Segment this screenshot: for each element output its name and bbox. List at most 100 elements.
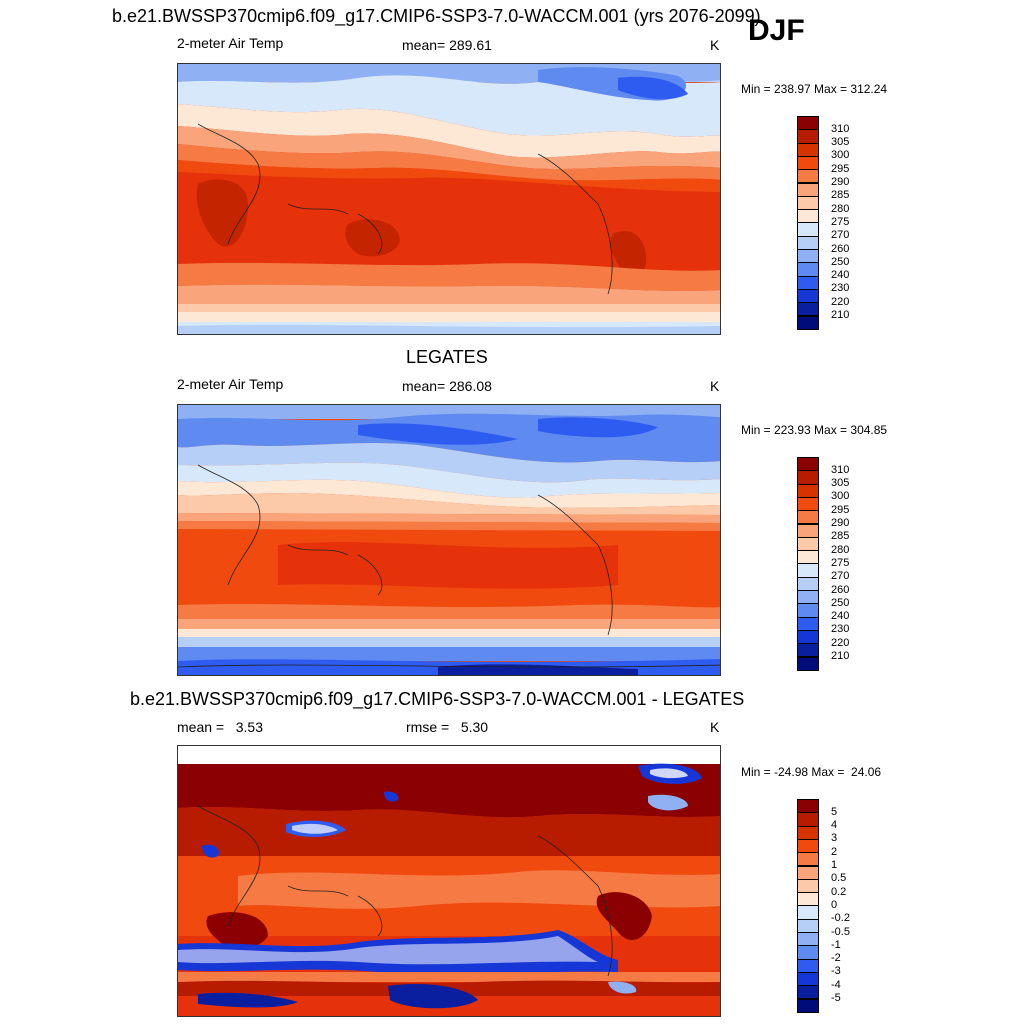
panel1-colorbar-swatch (797, 222, 819, 237)
panel2-colorbar-swatch (797, 483, 819, 498)
panel2-colorbar-tick-label: 250 (831, 596, 850, 609)
panel1-center-label: mean= 289.61 (402, 37, 492, 53)
panel2-colorbar-tick-label: 275 (831, 556, 850, 569)
panel3-colorbar-swatch (797, 825, 819, 840)
panel2-colorbar-swatch (797, 576, 819, 591)
panel2-colorbar-tick-label: 295 (831, 503, 850, 516)
panel1-left-label: 2-meter Air Temp (177, 35, 284, 51)
panel3-colorbar-swatch (797, 865, 819, 880)
panel2-colorbar-tick-label: 280 (831, 543, 850, 556)
panel3-colorbar-swatch (797, 985, 819, 1000)
panel2-colorbar-tick-label: 310 (831, 463, 850, 476)
panel1-colorbar-swatch (797, 182, 819, 197)
panel3-colorbar-tick-label: 0 (831, 898, 838, 911)
panel1-colorbar-tick-label: 260 (831, 242, 850, 255)
panel1-colorbar-swatch (797, 195, 819, 211)
panel1-colorbar-swatch (797, 116, 819, 131)
panel1-colorbar-tick-label: 305 (831, 136, 850, 149)
panel3-colorbar-tick-label: 0.2 (831, 885, 847, 898)
panel1-title: b.e21.BWSSP370cmip6.f09_g17.CMIP6-SSP3-7… (112, 6, 761, 26)
panel3-minmax: Min = -24.98 Max = 24.06 (741, 765, 882, 779)
panel2-colorbar-tick-label: 290 (831, 517, 850, 529)
panel1-colorbar-tick-label: 270 (831, 229, 850, 242)
panel2-colorbar-swatch (797, 603, 819, 618)
panel3-units-label: K (710, 719, 720, 735)
panel2-colorbar-tick-label: 300 (831, 490, 850, 503)
panel3-colorbar-swatch (797, 852, 819, 867)
panel2-colorbar-tick-label: 270 (831, 570, 850, 583)
panel3-colorbar-tick-label: 0.5 (831, 872, 847, 885)
panel3-colorbar-swatch (797, 998, 819, 1013)
panel1-colorbar-swatch (797, 169, 819, 184)
panel1-colorbar-swatch (797, 155, 819, 171)
panel1-colorbar-swatch (797, 302, 819, 317)
panel3-mean-label: mean = 3.53 (177, 719, 264, 735)
panel2-colorbar-swatch (797, 523, 819, 538)
panel2-colorbar-tick-label: 220 (831, 636, 850, 649)
panel1-colorbar-tick-label: 280 (831, 202, 850, 215)
panel2-colorbar-tick-label: 305 (831, 477, 850, 490)
panel3-colorbar-tick-label: 3 (831, 832, 838, 845)
panel3-rmse-label: rmse = 5.30 (406, 719, 489, 735)
panel2-colorbar-tick-label: 260 (831, 583, 850, 596)
panel3-colorbar-swatch (797, 971, 819, 987)
panel3-map-field (178, 746, 720, 1016)
panel1-colorbar-tick-label: 275 (831, 215, 850, 228)
panel1-colorbar-tick-label: 285 (831, 189, 850, 202)
panel2-colorbar-swatch (797, 616, 819, 631)
panel2-map (177, 404, 721, 676)
panel2-colorbar-swatch (797, 563, 819, 578)
panel3-colorbar-swatch (797, 838, 819, 854)
panel3-colorbar-swatch (797, 905, 819, 920)
panel1-colorbar-tick-label: 310 (831, 122, 850, 135)
panel3-colorbar-swatch (797, 932, 819, 947)
panel1-colorbar-tick-label: 295 (831, 162, 850, 175)
panel1-colorbar-tick-label: 220 (831, 295, 850, 308)
panel2-colorbar-swatch (797, 643, 819, 658)
panel2-left-label: 2-meter Air Temp (177, 376, 284, 392)
panel2-colorbar-swatch (797, 470, 819, 485)
panel1-colorbar-tick-label: 230 (831, 282, 850, 295)
panel2-minmax: Min = 223.93 Max = 304.85 (741, 423, 888, 437)
panel2-colorbar-swatch (797, 457, 819, 472)
panel3-colorbar-swatch (797, 799, 819, 814)
panel2-colorbar-tick-label: 230 (831, 623, 850, 636)
panel1-colorbar-swatch (797, 275, 819, 290)
panel3-colorbar-tick-label: -0.5 (831, 925, 850, 938)
panel2-colorbar-swatch (797, 656, 819, 671)
panel1-units-label: K (710, 37, 720, 53)
panel3-colorbar-tick-label: -1 (831, 938, 841, 951)
panel2-colorbar-tick-label: 285 (831, 530, 850, 543)
panel1-colorbar-tick-label: 300 (831, 149, 850, 162)
panel1-colorbar-tick-label: 240 (831, 269, 850, 282)
panel1-minmax: Min = 238.97 Max = 312.24 (741, 82, 888, 96)
panel1-map-field (178, 64, 720, 334)
panel1-colorbar-tick-label: 250 (831, 255, 850, 268)
panel1-colorbar-swatch (797, 288, 819, 304)
panel3-colorbar-swatch (797, 945, 819, 960)
panel1-colorbar-tick-label: 210 (831, 309, 850, 321)
panel1-colorbar-swatch (797, 315, 819, 330)
panel1-colorbar-swatch (797, 142, 819, 157)
panel1-colorbar-swatch (797, 249, 819, 264)
panel3-colorbar-swatch (797, 878, 819, 894)
panel3-title: b.e21.BWSSP370cmip6.f09_g17.CMIP6-SSP3-7… (130, 689, 745, 709)
panel3-colorbar-tick-label: 4 (831, 819, 838, 832)
panel2-map-field (178, 405, 720, 675)
panel2-colorbar-swatch (797, 496, 819, 512)
panel2-colorbar-tick-label: 240 (831, 610, 850, 623)
panel2-colorbar-swatch (797, 550, 819, 565)
panel3-colorbar-tick-label: 1 (831, 859, 838, 871)
panel3-colorbar-tick-label: -2 (831, 952, 841, 965)
panel2-colorbar-swatch (797, 629, 819, 645)
panel3-map (177, 745, 721, 1017)
season-label: DJF (748, 14, 805, 47)
panel3-colorbar-tick-label: -4 (831, 978, 841, 991)
panel2-colorbar-swatch (797, 536, 819, 552)
panel1-colorbar-swatch (797, 209, 819, 224)
panel3-colorbar-swatch (797, 918, 819, 933)
panel1-colorbar-swatch (797, 262, 819, 277)
panel1-map (177, 63, 721, 335)
panel2-units-label: K (710, 378, 720, 394)
panel2-colorbar-tick-label: 210 (831, 650, 850, 662)
